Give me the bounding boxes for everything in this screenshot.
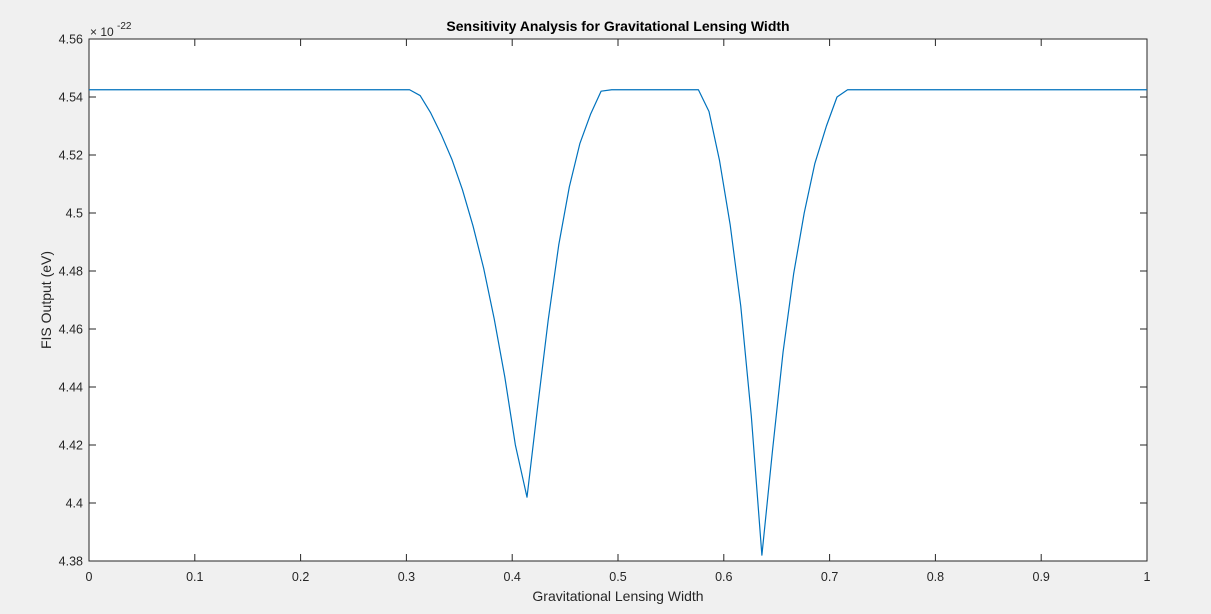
series-line <box>89 89 1147 556</box>
y-tick-label: 4.52 <box>59 149 83 163</box>
x-tick-label: 0.3 <box>398 570 415 584</box>
y-axis-ticks: 4.38 4.4 4.42 4.44 4.46 4.48 4.5 4.52 4.54 4.56 <box>59 33 1147 569</box>
y-tick-label: 4.5 <box>66 207 83 221</box>
y-exponent-base: × 10 <box>90 25 114 39</box>
y-tick-label: 4.42 <box>59 439 83 453</box>
x-axis-label: Gravitational Lensing Width <box>532 588 703 604</box>
x-tick-label: 0.4 <box>504 570 521 584</box>
x-tick-label: 0 <box>86 570 93 584</box>
plot-area <box>88 38 1148 562</box>
chart-title: Sensitivity Analysis for Gravitational L… <box>446 18 789 34</box>
y-exponent-power: -22 <box>117 21 132 32</box>
x-axis-ticks: 0 0.1 0.2 0.3 0.4 0.5 0.6 0.7 0.8 0.9 1 <box>86 39 1151 584</box>
x-tick-label: 0.7 <box>821 570 838 584</box>
x-tick-label: 1 <box>1144 570 1151 584</box>
x-tick-label: 0.6 <box>715 570 732 584</box>
series-layer <box>89 89 1147 556</box>
y-tick-label: 4.56 <box>59 33 83 47</box>
y-tick-label: 4.48 <box>59 265 83 279</box>
x-tick-label: 0.2 <box>292 570 309 584</box>
x-tick-label: 0.5 <box>609 570 626 584</box>
y-axis-label: FIS Output (eV) <box>38 251 54 349</box>
y-tick-label: 4.44 <box>59 381 83 395</box>
x-tick-label: 0.8 <box>927 570 944 584</box>
y-tick-label: 4.54 <box>59 91 83 105</box>
y-tick-label: 4.46 <box>59 323 83 337</box>
x-tick-label: 0.1 <box>186 570 203 584</box>
y-tick-label: 4.38 <box>59 555 83 569</box>
y-tick-label: 4.4 <box>66 497 83 511</box>
x-tick-label: 0.9 <box>1033 570 1050 584</box>
